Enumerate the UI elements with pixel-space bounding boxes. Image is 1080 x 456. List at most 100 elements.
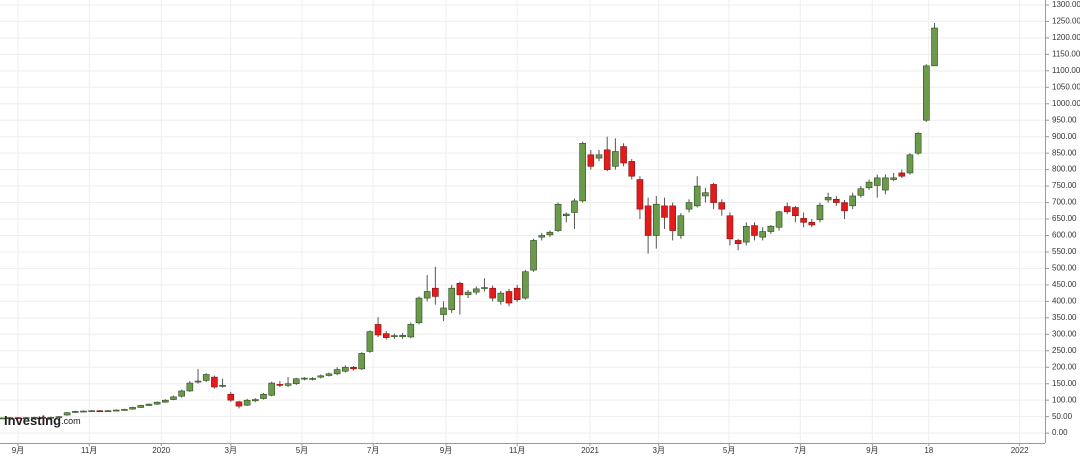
candle-body bbox=[849, 195, 856, 207]
candle-body bbox=[865, 181, 873, 189]
candle-body bbox=[554, 203, 562, 231]
candle-body bbox=[284, 383, 292, 386]
candle-body bbox=[546, 231, 554, 236]
candle-body bbox=[202, 374, 210, 381]
brand-suffix: .com bbox=[61, 416, 81, 426]
x-tick-label: 18 bbox=[924, 446, 933, 455]
candle-body bbox=[677, 215, 685, 236]
y-tick-label: 750.00 bbox=[1052, 181, 1077, 190]
brand-name: Investing bbox=[4, 413, 61, 428]
y-tick-label: 350.00 bbox=[1052, 313, 1077, 322]
candle-body bbox=[88, 410, 95, 413]
x-tick-label: 9月 bbox=[866, 446, 878, 455]
candle-body bbox=[358, 353, 365, 370]
y-tick-label: 900.00 bbox=[1052, 132, 1077, 141]
candle-body bbox=[882, 177, 889, 191]
y-tick-label: 700.00 bbox=[1052, 198, 1077, 207]
y-tick-label: 1150.00 bbox=[1052, 49, 1080, 58]
candle-body bbox=[194, 380, 202, 383]
labels: 0.00 50.00 100.00 150.00 200.00 250.00 300.00 3… bbox=[12, 0, 1080, 455]
y-tick-label: 250.00 bbox=[1052, 346, 1077, 355]
candle-body bbox=[382, 333, 390, 338]
candle-body bbox=[628, 161, 636, 177]
candle-body bbox=[808, 222, 816, 226]
candle-body bbox=[579, 142, 586, 202]
y-tick-label: 500.00 bbox=[1052, 264, 1077, 273]
candle-body bbox=[775, 211, 783, 228]
candle-body bbox=[71, 411, 79, 413]
y-tick-label: 650.00 bbox=[1052, 214, 1077, 223]
candle-body bbox=[472, 288, 480, 293]
candle-body bbox=[162, 399, 169, 403]
candle-body bbox=[333, 369, 341, 375]
candle-body bbox=[137, 405, 145, 408]
y-tick-label: 1200.00 bbox=[1052, 33, 1080, 42]
candle-body bbox=[636, 179, 644, 210]
candle-body bbox=[505, 291, 513, 304]
candle-body bbox=[366, 331, 374, 352]
candle-body bbox=[153, 401, 161, 405]
candle-body bbox=[219, 385, 226, 387]
candle-body bbox=[718, 202, 726, 210]
x-tick-label: 2022 bbox=[1011, 446, 1029, 455]
y-tick-label: 1300.00 bbox=[1052, 0, 1080, 9]
y-tick-label: 200.00 bbox=[1052, 362, 1077, 371]
candle-body bbox=[292, 378, 300, 385]
x-tick-label: 5月 bbox=[296, 446, 308, 455]
candle-body bbox=[726, 215, 734, 240]
candle-body bbox=[710, 184, 717, 203]
candle-body bbox=[55, 416, 63, 418]
x-tick-label: 5月 bbox=[723, 446, 735, 455]
y-tick-label: 600.00 bbox=[1052, 231, 1077, 240]
candle-body bbox=[440, 307, 447, 315]
candle-body bbox=[816, 204, 824, 220]
candle-body bbox=[170, 396, 177, 400]
candle-body bbox=[448, 287, 456, 310]
candle-body bbox=[145, 403, 153, 406]
candle-body bbox=[112, 409, 120, 412]
candle-body bbox=[129, 407, 136, 410]
candle-body bbox=[0, 417, 5, 420]
candle-body bbox=[603, 149, 611, 170]
candles bbox=[0, 23, 938, 420]
x-tick-label: 7月 bbox=[367, 446, 379, 455]
candle-body bbox=[652, 203, 660, 236]
candle-body bbox=[751, 225, 758, 236]
x-tick-label: 3月 bbox=[225, 446, 237, 455]
candle-body bbox=[898, 172, 906, 177]
candle-body bbox=[80, 410, 87, 413]
candle-body bbox=[841, 202, 848, 212]
y-tick-label: 1250.00 bbox=[1052, 17, 1080, 26]
candle-body bbox=[481, 287, 488, 289]
candle-body bbox=[301, 377, 308, 380]
y-tick-label: 450.00 bbox=[1052, 280, 1077, 289]
y-tick-label: 400.00 bbox=[1052, 296, 1077, 305]
candle-body bbox=[14, 417, 22, 419]
candle-body bbox=[620, 146, 627, 164]
candle-body bbox=[587, 154, 595, 167]
candle-body bbox=[391, 335, 398, 337]
candle-body bbox=[121, 409, 128, 411]
candle-body bbox=[464, 291, 472, 296]
candle-body bbox=[792, 207, 799, 217]
x-tick-label: 3月 bbox=[653, 446, 665, 455]
candle-body bbox=[260, 393, 267, 399]
candle-body bbox=[562, 213, 570, 217]
candle-body bbox=[890, 177, 897, 180]
candle-body bbox=[63, 412, 71, 416]
x-tick-label: 9月 bbox=[12, 446, 24, 455]
candle-body bbox=[243, 399, 251, 406]
candle-body bbox=[211, 376, 218, 388]
candle-body bbox=[693, 185, 701, 207]
candle-body bbox=[873, 177, 881, 186]
y-tick-label: 50.00 bbox=[1052, 412, 1073, 421]
candle-body bbox=[595, 154, 603, 159]
candle-body bbox=[39, 417, 46, 419]
candle-body bbox=[513, 287, 521, 301]
grid bbox=[0, 0, 1045, 443]
candle-body bbox=[432, 287, 439, 297]
candle-body bbox=[914, 133, 922, 154]
